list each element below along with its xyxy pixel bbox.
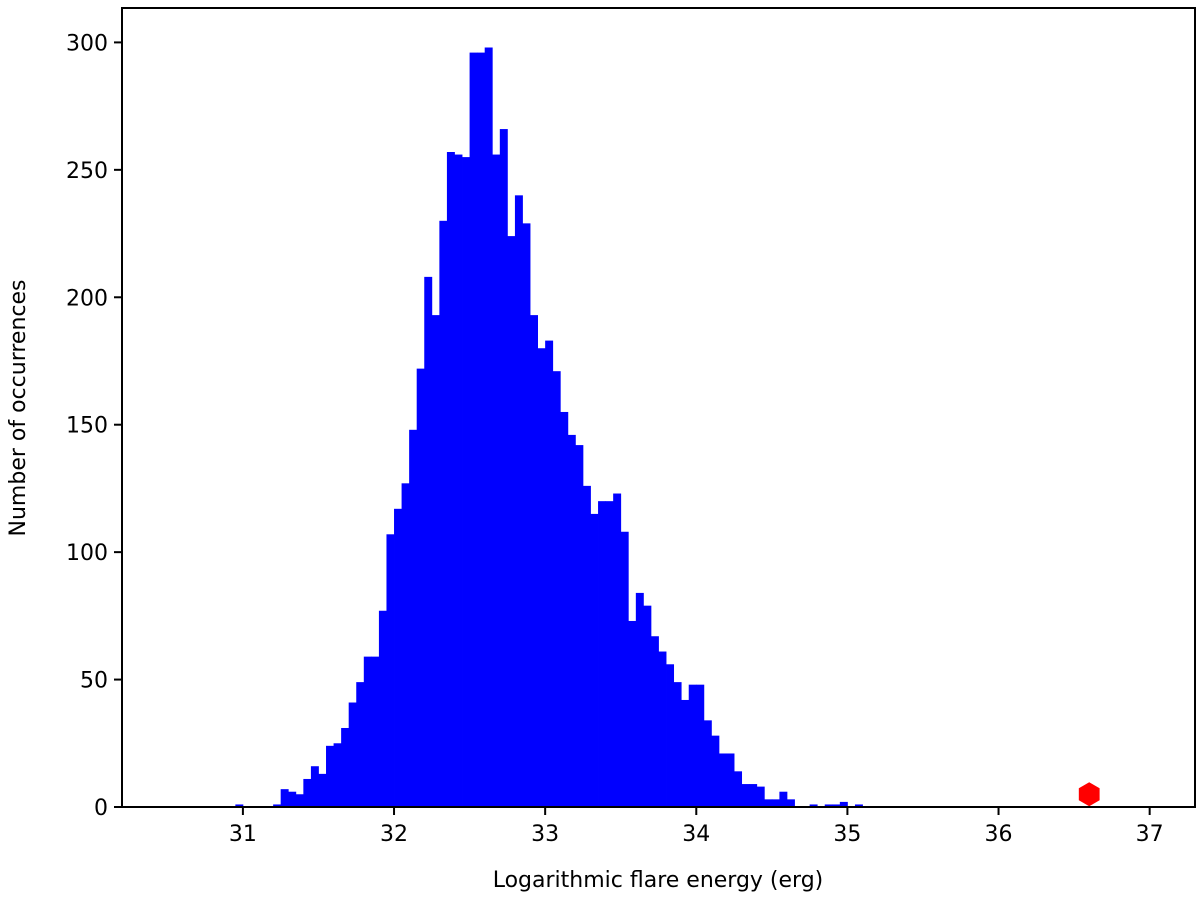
- histogram-bar: [439, 220, 448, 807]
- histogram-bar: [771, 799, 780, 807]
- histogram-bar: [582, 485, 591, 807]
- histogram-bar: [681, 699, 690, 807]
- histogram-bar: [288, 791, 297, 807]
- x-tick-label: 35: [833, 822, 861, 847]
- histogram-bar: [363, 656, 372, 807]
- histogram-bar: [424, 276, 433, 807]
- histogram-bar: [401, 483, 410, 807]
- histogram-bar: [575, 445, 584, 807]
- histogram-bar: [764, 799, 773, 807]
- histogram-bar: [326, 745, 334, 807]
- histogram-bar: [454, 154, 463, 808]
- histogram-bar: [726, 753, 735, 807]
- histogram-bar: [446, 152, 455, 807]
- histogram-bar: [235, 804, 244, 807]
- histogram-bar: [613, 493, 622, 807]
- histogram-bar: [552, 371, 561, 807]
- y-tick-label: 50: [80, 669, 108, 694]
- x-tick-label: 33: [531, 822, 559, 847]
- histogram-bar: [734, 771, 743, 807]
- y-tick-label: 150: [66, 414, 108, 439]
- histogram-bar: [666, 664, 675, 807]
- plot-frame: [121, 7, 1196, 808]
- histogram-bar: [545, 340, 554, 807]
- y-tick-label: 300: [66, 31, 108, 56]
- histogram-bar: [537, 348, 546, 807]
- histogram-bar: [673, 682, 682, 807]
- histogram-bar: [839, 801, 848, 807]
- histogram-bar: [416, 368, 425, 807]
- histogram-bar: [718, 753, 727, 807]
- histogram-bar: [295, 794, 304, 807]
- histogram-bar: [499, 129, 508, 807]
- histogram-bars: [235, 47, 863, 808]
- histogram-bar: [409, 429, 418, 807]
- y-axis-label: Number of occurrences: [6, 280, 31, 537]
- histogram-bar: [696, 684, 705, 807]
- x-axis-ticks: 31 32 33 34 35 36 37: [229, 807, 1164, 847]
- x-tick-label: 32: [380, 822, 408, 847]
- histogram-bar: [341, 727, 350, 807]
- histogram-bar: [598, 501, 607, 807]
- histogram-bar: [371, 656, 380, 807]
- histogram-bar: [650, 636, 659, 807]
- histogram-bar: [514, 195, 523, 807]
- histogram-bar: [507, 236, 516, 808]
- histogram-bar: [477, 52, 486, 808]
- x-tick-label: 37: [1136, 822, 1164, 847]
- histogram-bar: [620, 531, 629, 807]
- histogram-bar: [318, 773, 327, 807]
- histogram-bar: [431, 315, 440, 807]
- y-tick-label: 0: [94, 796, 108, 821]
- x-tick-label: 36: [985, 822, 1013, 847]
- histogram-bar: [628, 620, 637, 807]
- histogram-bar: [280, 789, 289, 807]
- histogram-bar: [530, 315, 538, 807]
- histogram-bar: [786, 799, 795, 807]
- histogram-bar: [394, 508, 402, 807]
- histogram-bar: [567, 434, 576, 807]
- histogram-bar: [273, 804, 282, 807]
- histogram-bar: [469, 52, 478, 808]
- x-tick-label: 31: [229, 822, 257, 847]
- histogram-bar: [462, 157, 470, 808]
- histogram-bar: [333, 743, 342, 807]
- highlight-marker-layer: [1078, 782, 1100, 807]
- histogram-bar: [560, 411, 569, 807]
- histogram-bar: [688, 684, 697, 807]
- histogram-bar: [779, 791, 788, 807]
- highlight-point-marker: [1078, 782, 1100, 807]
- histogram-bar: [356, 682, 365, 807]
- y-tick-label: 200: [66, 286, 108, 311]
- histogram-bar: [310, 766, 319, 807]
- histogram-bar: [703, 720, 712, 807]
- histogram-bar: [854, 804, 863, 807]
- histogram-bar: [378, 610, 387, 807]
- histogram-bar: [832, 804, 841, 807]
- histogram-bar: [522, 223, 531, 808]
- y-tick-label: 250: [66, 159, 108, 184]
- histogram-bar: [386, 534, 395, 807]
- histogram-bar: [643, 605, 652, 807]
- histogram-bar: [741, 784, 750, 807]
- histogram-bar: [756, 786, 765, 807]
- x-tick-label: 34: [682, 822, 710, 847]
- y-axis-ticks: 0 50 100 150 200 250 300: [66, 31, 122, 821]
- histogram-bar: [711, 735, 720, 807]
- x-axis-label: Logarithmic flare energy (erg): [493, 868, 824, 893]
- histogram-bar: [749, 784, 758, 807]
- histogram-bar: [605, 501, 614, 807]
- histogram-bar: [303, 778, 312, 807]
- y-tick-label: 100: [66, 541, 108, 566]
- histogram-bar: [348, 702, 357, 807]
- histogram-bar: [809, 804, 818, 807]
- histogram-bar: [824, 804, 833, 807]
- histogram-bar: [484, 47, 493, 807]
- histogram-bar: [590, 513, 599, 807]
- histogram-bar: [658, 651, 667, 807]
- histogram-bar: [492, 154, 501, 808]
- histogram-bar: [635, 592, 644, 807]
